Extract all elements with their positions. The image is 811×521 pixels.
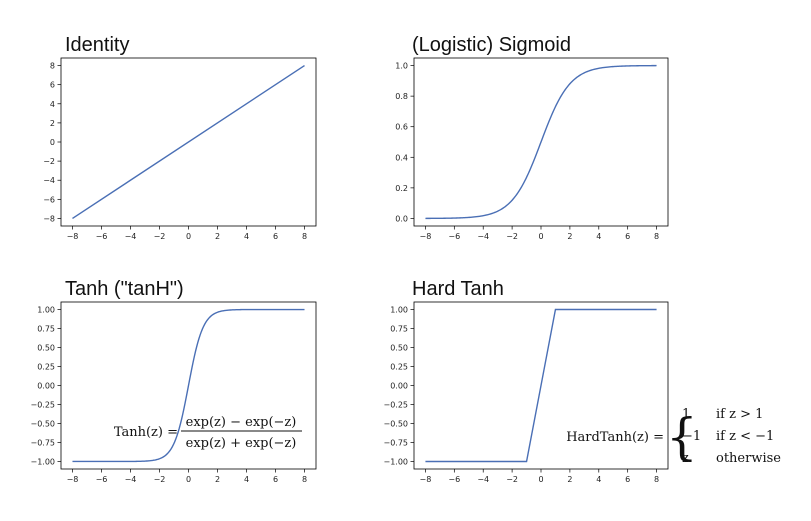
tanh-xtick-label: 4 — [244, 475, 249, 484]
hardtanh-case-value: z — [682, 451, 689, 466]
tanh-ytick-label: 0.50 — [37, 344, 55, 353]
tanh-xtick-label: −2 — [154, 475, 166, 484]
identity-xtick-label: −6 — [96, 232, 108, 241]
tanh-xtick-label: 0 — [186, 475, 191, 484]
hardtanh-formula-lhs: HardTanh(z) = — [566, 430, 664, 445]
identity-ytick-label: 2 — [50, 119, 55, 128]
sigmoid-xtick-label: 8 — [654, 232, 659, 241]
tanh-panel: Tanh ("tanH") −8 −6 −4 −2 0 2 4 6 8 −1.00 −0.75 −0.5… — [30, 278, 317, 484]
identity-ytick-label: 0 — [50, 138, 55, 147]
tanh-xtick-label: 2 — [215, 475, 220, 484]
tanh-formula-lhs: Tanh(z) = — [114, 425, 178, 440]
hardtanh-panel: Hard Tanh −8 −6 −4 −2 0 2 4 6 8 −1.00 −0.75 −0.50 −0.… — [383, 278, 781, 484]
identity-xtick-label: −4 — [125, 232, 137, 241]
hardtanh-xtick-label: 2 — [567, 475, 572, 484]
sigmoid-panel: (Logistic) Sigmoid −8 −6 −4 −2 0 2 4 6 8 0.0 0.2 0.4… — [395, 34, 669, 241]
hardtanh-series-line — [425, 308, 657, 463]
tanh-formula-denominator: exp(z) + exp(−z) — [186, 436, 297, 451]
tanh-xtick-label: 6 — [273, 475, 278, 484]
hardtanh-xtick-label: −6 — [448, 475, 460, 484]
identity-xtick-label: 4 — [244, 232, 249, 241]
sigmoid-xtick-label: −2 — [506, 232, 518, 241]
sigmoid-xtick-label: 4 — [596, 232, 601, 241]
hardtanh-xtick-label: −4 — [477, 475, 489, 484]
hardtanh-case-condition: if z < −1 — [716, 429, 774, 444]
identity-series-line — [72, 64, 305, 220]
hardtanh-ytick-label: −0.25 — [383, 400, 408, 409]
tanh-ytick-label: 0.25 — [37, 363, 55, 372]
hardtanh-ytick-label: −0.50 — [383, 419, 408, 428]
tanh-title: Tanh ("tanH") — [65, 278, 184, 300]
identity-title: Identity — [65, 34, 129, 56]
identity-ytick-label: −8 — [43, 214, 55, 223]
sigmoid-ytick-label: 0.2 — [395, 184, 408, 193]
hardtanh-case-value: −1 — [682, 429, 701, 444]
sigmoid-ytick-label: 0.6 — [395, 123, 408, 132]
tanh-ytick-label: −0.25 — [30, 400, 55, 409]
tanh-ytick-label: 1.00 — [37, 306, 55, 315]
identity-ytick-label: 8 — [50, 62, 55, 71]
sigmoid-series-line — [425, 64, 657, 220]
identity-xtick-label: −8 — [67, 232, 79, 241]
hardtanh-xtick-label: 0 — [538, 475, 543, 484]
tanh-xtick-label: −4 — [125, 475, 137, 484]
hardtanh-title: Hard Tanh — [412, 278, 504, 300]
hardtanh-case-value: 1 — [682, 407, 690, 422]
hardtanh-ytick-label: 0.25 — [390, 363, 408, 372]
hardtanh-xtick-label: −2 — [506, 475, 518, 484]
hardtanh-xtick-label: 6 — [625, 475, 630, 484]
identity-ytick-label: −4 — [43, 176, 55, 185]
hardtanh-ytick-label: 0.00 — [390, 382, 408, 391]
tanh-series-line — [72, 308, 305, 463]
sigmoid-xtick-label: 6 — [625, 232, 630, 241]
sigmoid-xtick-label: −8 — [420, 232, 432, 241]
tanh-xtick-label: −8 — [67, 475, 79, 484]
hardtanh-xtick-label: 4 — [596, 475, 601, 484]
sigmoid-xtick-label: −6 — [448, 232, 460, 241]
identity-panel: Identity −8 −6 −4 −2 0 2 4 6 8 −8 −6 −4 −2 0 2 4 6 8 — [43, 34, 317, 241]
identity-ytick-label: −2 — [43, 157, 55, 166]
identity-ytick-label: 6 — [50, 81, 55, 90]
identity-xtick-label: 2 — [215, 232, 220, 241]
sigmoid-ytick-label: 0.0 — [395, 214, 408, 223]
tanh-formula-numerator: exp(z) − exp(−z) — [186, 415, 297, 430]
tanh-ytick-label: −0.75 — [30, 438, 55, 447]
tanh-ytick-label: −0.50 — [30, 419, 55, 428]
sigmoid-ytick-label: 0.8 — [395, 92, 408, 101]
tanh-ytick-label: 0.00 — [37, 382, 55, 391]
hardtanh-ytick-label: 0.50 — [390, 344, 408, 353]
identity-xtick-label: −2 — [154, 232, 166, 241]
hardtanh-formula-brace: { — [666, 408, 698, 466]
hardtanh-ytick-label: −1.00 — [383, 457, 408, 466]
hardtanh-ytick-label: −0.75 — [383, 438, 408, 447]
sigmoid-xtick-label: 0 — [538, 232, 543, 241]
tanh-ytick-label: −1.00 — [30, 457, 55, 466]
hardtanh-xtick-label: −8 — [420, 475, 432, 484]
sigmoid-xtick-label: −4 — [477, 232, 489, 241]
sigmoid-ytick-label: 0.4 — [395, 153, 408, 162]
hardtanh-case-condition: if z > 1 — [716, 407, 763, 422]
hardtanh-xtick-label: 8 — [654, 475, 659, 484]
hardtanh-ytick-label: 0.75 — [390, 325, 408, 334]
sigmoid-xtick-label: 2 — [567, 232, 572, 241]
identity-xtick-label: 8 — [302, 232, 307, 241]
identity-xtick-label: 6 — [273, 232, 278, 241]
tanh-xtick-label: 8 — [302, 475, 307, 484]
identity-ytick-label: −6 — [43, 195, 55, 204]
identity-ytick-label: 4 — [50, 100, 55, 109]
tanh-ytick-label: 0.75 — [37, 325, 55, 334]
sigmoid-ytick-label: 1.0 — [395, 62, 408, 71]
identity-xtick-label: 0 — [186, 232, 191, 241]
tanh-xtick-label: −6 — [96, 475, 108, 484]
hardtanh-case-condition: otherwise — [716, 451, 781, 466]
hardtanh-ytick-label: 1.00 — [390, 306, 408, 315]
sigmoid-title: (Logistic) Sigmoid — [412, 34, 571, 56]
